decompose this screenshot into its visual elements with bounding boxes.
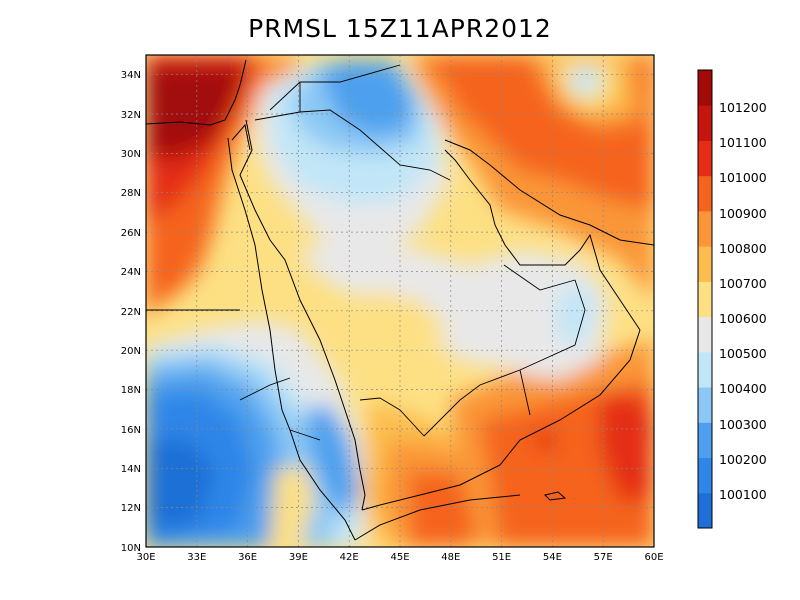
coastlines-borders (146, 59, 654, 541)
y-tick-label: 22N (121, 307, 141, 318)
colorbar: 100100 100200 100300 100400 100500 10060… (697, 69, 767, 529)
colorbar-swatch (698, 387, 712, 423)
colorbar-swatches (698, 70, 712, 529)
y-axis-labels: 10N 12N 14N 16N 18N 20N 22N 24N 26N 28N … (121, 70, 141, 554)
y-tick-label: 16N (121, 425, 141, 436)
colorbar-labels: 100100 100200 100300 100400 100500 10060… (719, 100, 767, 502)
colorbar-label: 101000 (719, 170, 767, 185)
x-tick-label: 30E (136, 552, 155, 563)
x-tick-label: 60E (644, 552, 663, 563)
colorbar-swatch (698, 316, 712, 353)
map-title: PRMSL 15Z11APR2012 (248, 14, 552, 43)
colorbar-swatch (698, 246, 712, 282)
colorbar-swatch (698, 492, 712, 529)
plot-frame (145, 54, 655, 548)
colorbar-label: 100200 (719, 452, 767, 467)
y-tick-label: 10N (121, 543, 141, 554)
colorbar-swatch (698, 70, 712, 106)
x-tick-label: 57E (594, 552, 613, 563)
y-tick-label: 30N (121, 149, 141, 160)
y-tick-label: 24N (121, 267, 141, 278)
y-tick-label: 34N (121, 70, 141, 81)
x-tick-label: 48E (441, 552, 460, 563)
y-tick-label: 18N (121, 385, 141, 396)
colorbar-swatch (698, 351, 712, 388)
x-tick-label: 51E (492, 552, 511, 563)
colorbar-swatch (698, 281, 712, 318)
colorbar-label: 100100 (719, 487, 767, 502)
colorbar-swatch (698, 422, 712, 459)
x-tick-label: 54E (543, 552, 562, 563)
colorbar-label: 100800 (719, 241, 767, 256)
y-tick-label: 12N (121, 503, 141, 514)
colorbar-label: 100700 (719, 276, 767, 291)
colorbar-label: 100400 (719, 381, 767, 396)
x-tick-label: 42E (340, 552, 359, 563)
x-tick-label: 36E (238, 552, 257, 563)
y-tick-label: 32N (121, 110, 141, 121)
colorbar-label: 100900 (719, 206, 767, 221)
colorbar-label: 100300 (719, 417, 767, 432)
x-tick-label: 33E (187, 552, 206, 563)
y-tick-label: 20N (121, 346, 141, 357)
x-tick-label: 39E (289, 552, 308, 563)
colorbar-label: 101100 (719, 135, 767, 150)
y-tick-label: 14N (121, 464, 141, 475)
colorbar-swatch (698, 457, 712, 494)
colorbar-swatch (698, 105, 712, 141)
colorbar-swatch (698, 140, 712, 177)
y-tick-label: 28N (121, 188, 141, 199)
colorbar-label: 100500 (719, 346, 767, 361)
colorbar-frame (697, 69, 713, 529)
colorbar-label: 101200 (719, 100, 767, 115)
y-tick-label: 26N (121, 228, 141, 239)
x-axis-labels: 30E 33E 36E 39E 42E 45E 48E 51E 54E 57E … (136, 552, 663, 563)
colorbar-label: 100600 (719, 311, 767, 326)
colorbar-swatch (698, 210, 712, 247)
x-tick-label: 45E (390, 552, 409, 563)
colorbar-swatch (698, 175, 712, 212)
